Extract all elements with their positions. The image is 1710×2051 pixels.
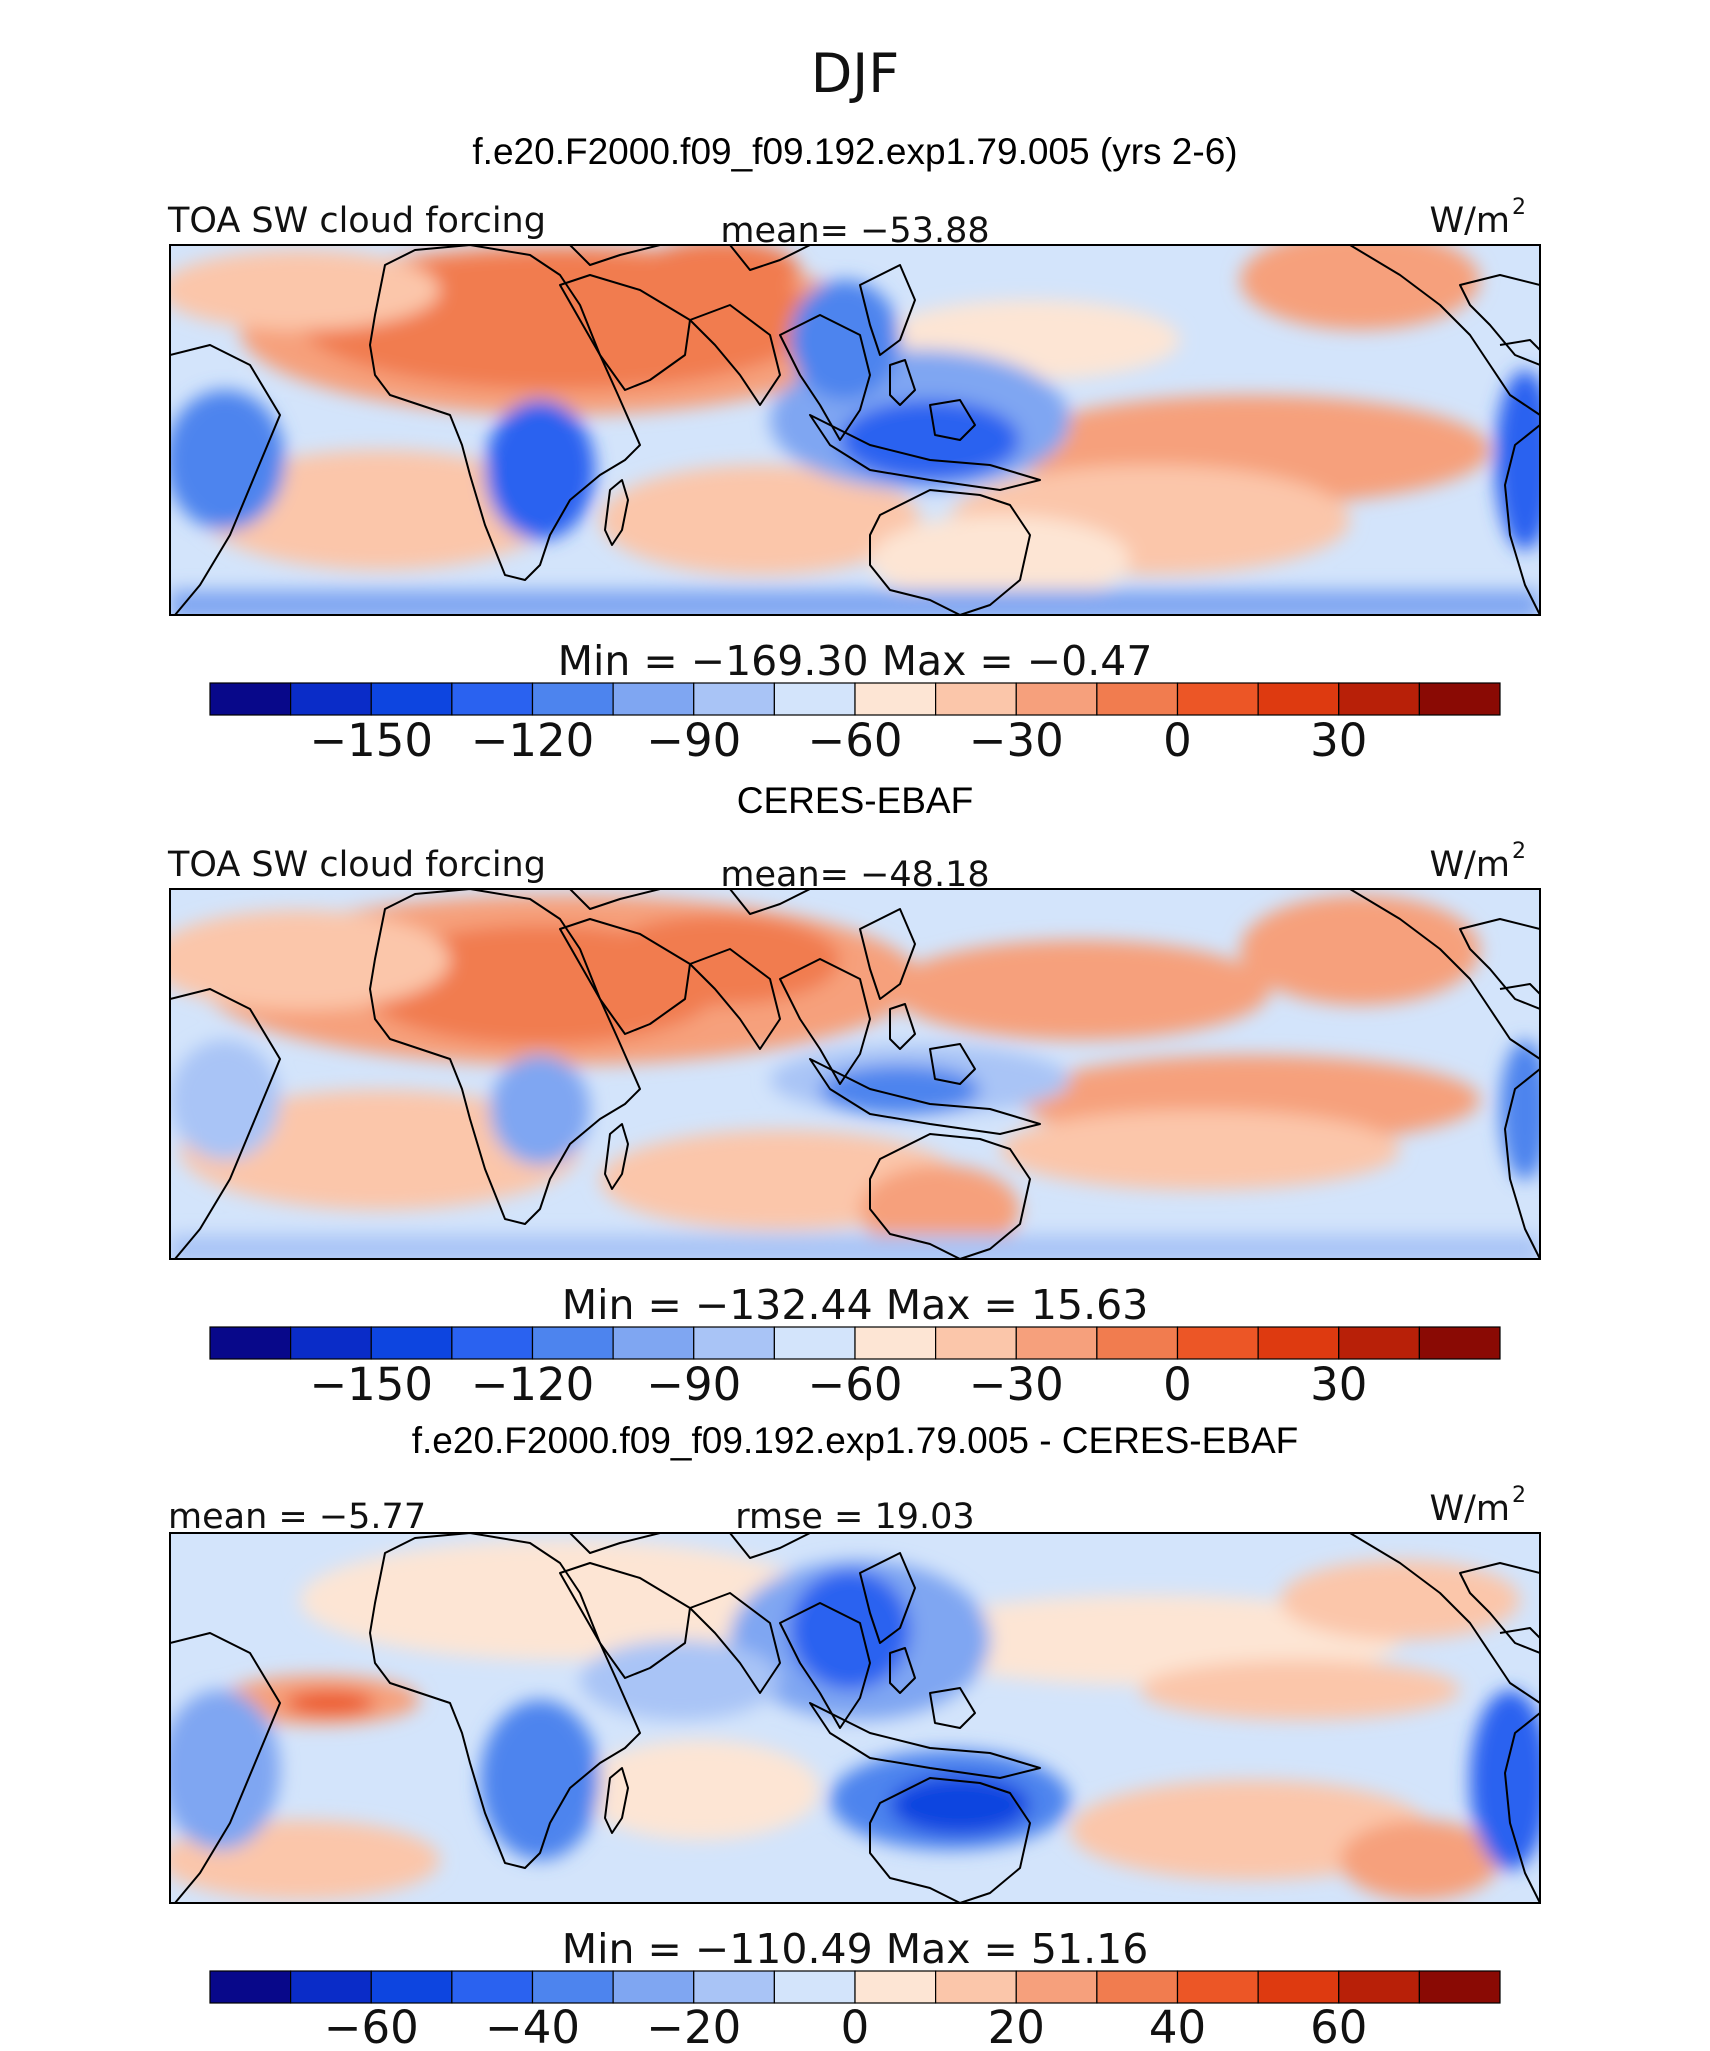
colorbar-box [209,1326,292,1360]
colorbar-tick-label: −60 [808,1358,903,1411]
panel-diff: f.e20.F2000.f09_f09.192.exp1.79.005 - CE… [168,1420,1541,2051]
colorbar-box [1338,1970,1420,2004]
colorbar-tick-label: −60 [808,714,903,767]
colorbar-box [935,1970,1017,2004]
colorbar-box [451,1970,534,2004]
colorbar [209,1326,1501,1360]
shaded-field [170,1533,1540,1903]
colorbar-box [1015,682,1098,716]
panel-left-label: TOA SW cloud forcing [167,201,546,241]
colorbar-box [612,1970,695,2004]
panel-left-label: mean = −5.77 [168,1497,426,1537]
colorbar-box [1176,1326,1259,1360]
season-title: DJF [811,42,900,105]
shaded-field [170,889,1540,1259]
colorbar-tick-label: −120 [471,1358,595,1411]
panel-heading: CERES-EBAF [737,780,973,821]
colorbar-box [1096,682,1179,716]
colorbar-box [1176,682,1259,716]
colorbar-box [531,1970,614,2004]
colorbar-tick-label: 20 [988,2001,1045,2051]
colorbar-box [773,1326,856,1360]
colorbar-box [1257,682,1340,716]
colorbar-box [451,1326,534,1360]
colorbar-ticks: −150 −120 −90 −60 −30 0 30 [309,714,1367,767]
colorbar-box [612,1326,695,1360]
colorbar-box [290,1970,372,2004]
unit-label: W/m [1430,1489,1511,1529]
unit-superscript: 2 [1512,1483,1526,1508]
colorbar-box [290,682,372,716]
colorbar-tick-label: −150 [309,1358,433,1411]
colorbar-box [1338,1326,1420,1360]
minmax-label: Min = −110.49 Max = 51.16 [562,1925,1149,1973]
colorbar-tick-label: −90 [646,714,741,767]
unit-superscript: 2 [1512,839,1526,864]
colorbar-box [1257,1326,1340,1360]
colorbar-tick-label: 30 [1310,714,1367,767]
shaded-field [170,245,1540,615]
colorbar-box [1418,1970,1501,2004]
colorbar-box [209,682,292,716]
colorbar-tick-label: 0 [1163,1358,1192,1411]
panel-heading: f.e20.F2000.f09_f09.192.exp1.79.005 - CE… [412,1420,1299,1461]
colorbar-box [451,682,534,716]
colorbar-tick-label: −90 [646,1358,741,1411]
colorbar-box [854,682,937,716]
colorbar-box [531,682,614,716]
colorbar-ticks: −60 −40 −20 0 20 40 60 [324,2001,1368,2051]
panel-obs: CERES-EBAF TOA SW cloud forcing mean= −4… [167,780,1541,1411]
colorbar-box [773,682,856,716]
unit-label: W/m [1430,845,1511,885]
colorbar-box [693,682,775,716]
colorbar-tick-label: 0 [1163,714,1192,767]
colorbar-tick-label: 30 [1310,1358,1367,1411]
colorbar-tick-label: −150 [309,714,433,767]
colorbar-box [612,682,695,716]
colorbar-tick-label: 60 [1310,2001,1367,2051]
panel-left-label: TOA SW cloud forcing [167,845,546,885]
colorbar-box [370,1970,453,2004]
colorbar-box [290,1326,372,1360]
colorbar-tick-label: −60 [324,2001,419,2051]
colorbar-box [935,1326,1017,1360]
colorbar-box [693,1970,775,2004]
colorbar-tick-label: −30 [969,1358,1064,1411]
colorbar-tick-label: −30 [969,714,1064,767]
colorbar-box [1418,1326,1501,1360]
colorbar-box [693,1326,775,1360]
minmax-label: Min = −132.44 Max = 15.63 [562,1281,1149,1329]
colorbar-box [370,682,453,716]
colorbar-tick-label: 40 [1149,2001,1206,2051]
unit-label: W/m [1430,201,1511,241]
colorbar-box [1176,1970,1259,2004]
colorbar-box [1015,1970,1098,2004]
colorbar-box [1257,1970,1340,2004]
panel-center-label: rmse = 19.03 [735,1497,974,1537]
colorbar-box [209,1970,292,2004]
colorbar-box [531,1326,614,1360]
colorbar-tick-label: 0 [841,2001,870,2051]
colorbar-tick-label: −40 [485,2001,580,2051]
minmax-label: Min = −169.30 Max = −0.47 [558,637,1153,685]
colorbar-box [854,1970,937,2004]
colorbar [209,1970,1501,2004]
panel-model: TOA SW cloud forcing mean= −53.88 W/m 2 [167,195,1541,767]
colorbar-box [935,682,1017,716]
colorbar-tick-label: −20 [646,2001,741,2051]
colorbar-box [854,1326,937,1360]
colorbar-box [1338,682,1420,716]
colorbar-box [1418,682,1501,716]
colorbar-box [773,1970,856,2004]
colorbar-box [370,1326,453,1360]
colorbar-box [1015,1326,1098,1360]
colorbar-tick-label: −120 [471,714,595,767]
unit-superscript: 2 [1512,195,1526,220]
case-title: f.e20.F2000.f09_f09.192.exp1.79.005 (yrs… [472,131,1237,172]
colorbar-ticks: −150 −120 −90 −60 −30 0 30 [309,1358,1367,1411]
colorbar-box [1096,1970,1179,2004]
colorbar-box [1096,1326,1179,1360]
colorbar [209,682,1501,716]
